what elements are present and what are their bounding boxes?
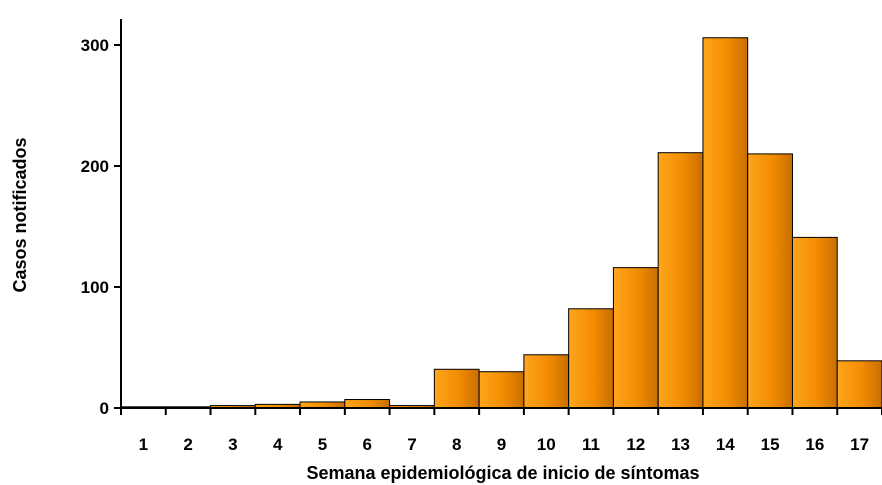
y-tick-label-200: 200	[81, 157, 109, 176]
axes-group	[114, 19, 882, 415]
x-tick-label-13: 13	[671, 435, 690, 454]
x-tick-label-7: 7	[407, 435, 416, 454]
bar-week-8	[433, 368, 480, 409]
bar-week-13	[657, 152, 704, 409]
x-tick-label-9: 9	[497, 435, 506, 454]
y-tick-label-100: 100	[81, 278, 109, 297]
x-tick-label-12: 12	[626, 435, 645, 454]
x-axis-title: Semana epidemiológica de inicio de sínto…	[306, 463, 699, 483]
x-tick-label-17: 17	[850, 435, 869, 454]
x-tick-label-8: 8	[452, 435, 461, 454]
bar-week-11	[568, 308, 614, 409]
x-tick-label-11: 11	[582, 435, 600, 454]
x-tick-label-15: 15	[761, 435, 780, 454]
x-tick-label-10: 10	[537, 435, 556, 454]
x-tick-label-1: 1	[139, 435, 148, 454]
bar-week-9	[478, 371, 525, 409]
bars-group	[120, 37, 882, 409]
x-tick-label-2: 2	[183, 435, 192, 454]
x-tick-label-6: 6	[362, 435, 371, 454]
x-tick-label-14: 14	[716, 435, 735, 454]
bar-week-12	[612, 267, 659, 409]
x-tick-label-4: 4	[273, 435, 283, 454]
y-axis-title: Casos notificados	[10, 137, 30, 292]
x-tick-labels: 1 2 3 4 5 6 7 8 9 10 11 12 13 14 15 16 17	[139, 435, 869, 454]
bar-week-15	[747, 153, 793, 409]
y-tick-label-300: 300	[81, 36, 109, 55]
bar-week-14	[702, 37, 749, 409]
bar-week-10	[523, 354, 570, 409]
y-tick-labels: 0 100 200 300	[81, 36, 109, 418]
x-tick-label-3: 3	[228, 435, 237, 454]
bar-week-16	[791, 236, 838, 409]
y-tick-label-0: 0	[100, 399, 109, 418]
bar-week-6	[344, 399, 391, 409]
bar-week-17	[836, 360, 882, 409]
x-tick-label-16: 16	[805, 435, 824, 454]
x-tick-label-5: 5	[318, 435, 327, 454]
